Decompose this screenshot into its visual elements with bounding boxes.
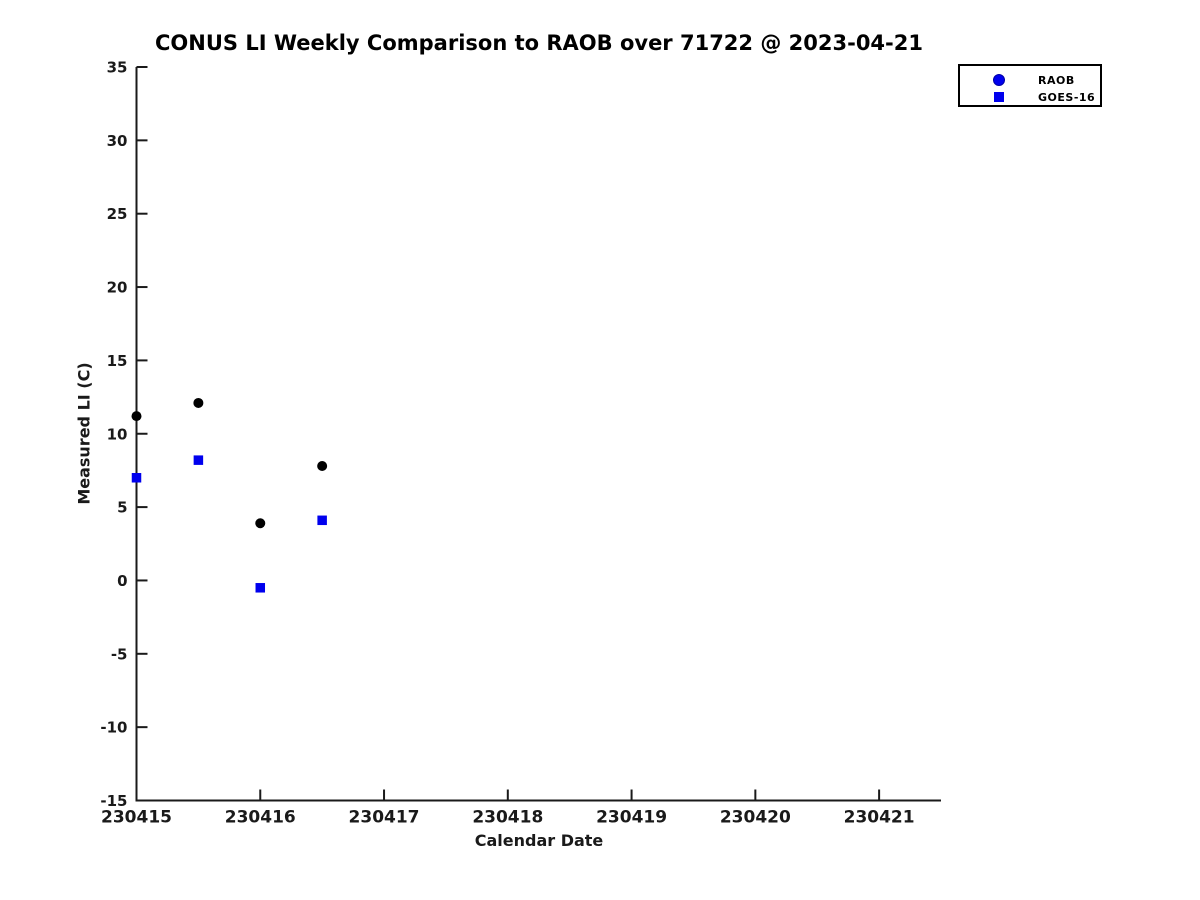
y-tick-label: 30 [107, 132, 128, 150]
x-tick-label: 230419 [596, 808, 667, 828]
chart-title: CONUS LI Weekly Comparison to RAOB over … [155, 31, 923, 55]
data-point-raob [255, 518, 266, 529]
data-point-raob [131, 411, 142, 422]
data-point-goes-16 [131, 473, 142, 483]
goes16-square-marker-icon [994, 92, 1004, 102]
x-tick-label: 230421 [844, 808, 915, 828]
x-tick-label: 230420 [720, 808, 791, 828]
x-tick-label: 230418 [472, 808, 543, 828]
legend-label-raob: RAOB [1038, 73, 1075, 87]
data-point-goes-16 [193, 455, 204, 465]
y-tick-label: -15 [100, 792, 127, 810]
y-tick-label: 25 [107, 205, 128, 223]
data-point-goes-16 [317, 515, 327, 526]
y-tick-label: -10 [100, 719, 127, 737]
y-tick-label: 20 [107, 279, 128, 297]
x-axis-label: Calendar Date [474, 831, 604, 850]
y-tick-label: 15 [107, 352, 128, 370]
legend-marker-cell [960, 92, 1038, 102]
x-tick-label: 230416 [225, 808, 296, 828]
y-tick-label: 5 [117, 499, 127, 517]
y-tick-label: 0 [117, 572, 127, 590]
x-tick-label: 230415 [101, 808, 172, 828]
x-tick-label: 230417 [349, 808, 420, 828]
data-point-raob [317, 461, 328, 472]
legend: RAOB GOES-16 [958, 64, 1102, 107]
legend-item-raob: RAOB [960, 72, 1100, 88]
y-tick-label: -5 [111, 645, 128, 663]
y-tick-label: 10 [107, 425, 128, 443]
legend-marker-cell [960, 74, 1038, 86]
data-point-raob [193, 397, 204, 408]
y-tick-label: 35 [107, 59, 128, 77]
legend-item-goes16: GOES-16 [960, 89, 1100, 105]
y-axis-label: Measured LI (C) [74, 362, 94, 505]
data-point-goes-16 [255, 583, 266, 593]
legend-label-goes16: GOES-16 [1038, 90, 1096, 104]
raob-circle-marker-icon [993, 74, 1005, 86]
